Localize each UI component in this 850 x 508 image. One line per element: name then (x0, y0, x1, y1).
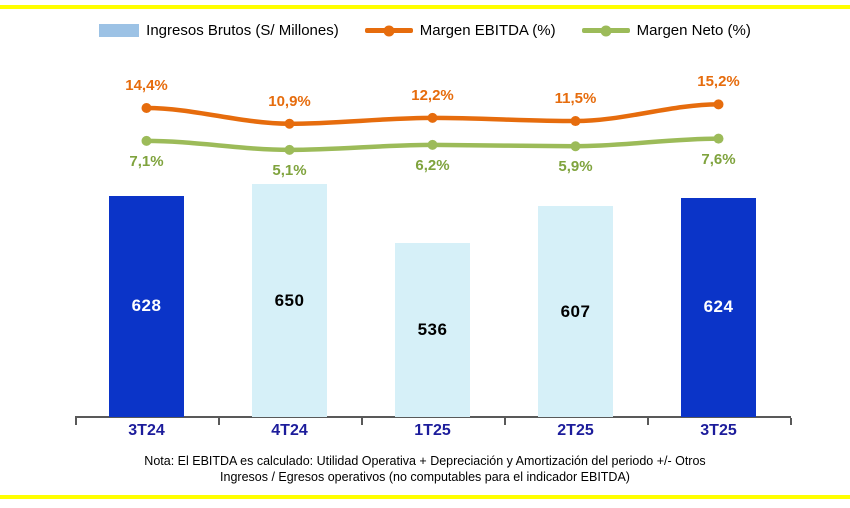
legend-item-margen-ebitda: Margen EBITDA (%) (364, 22, 556, 39)
x-axis-label-1T25: 1T25 (414, 422, 451, 439)
neto-line-icon (581, 25, 630, 36)
neto-point-4T24 (284, 144, 295, 155)
bar-1T25: 536 (395, 243, 470, 417)
x-axis-tick (647, 418, 649, 425)
legend-label-neto: Margen Neto (%) (636, 22, 751, 39)
neto-label-1T25: 6,2% (415, 156, 450, 174)
x-axis-tick (75, 418, 77, 425)
x-axis (75, 416, 791, 418)
neto-point-3T25 (713, 133, 724, 144)
neto-point-1T25 (427, 139, 438, 150)
x-axis-label-2T25: 2T25 (557, 422, 594, 439)
neto-label-4T24: 5,1% (272, 161, 307, 179)
x-axis-tick (790, 418, 792, 425)
x-axis-label-3T24: 3T24 (128, 422, 165, 439)
legend-item-margen-neto: Margen Neto (%) (581, 22, 751, 39)
x-axis-label-4T24: 4T24 (271, 422, 308, 439)
neto-label-2T25: 5,9% (558, 158, 593, 176)
bar-2T25: 607 (538, 206, 613, 417)
bar-3T25: 624 (681, 197, 756, 417)
ebitda-point-3T24 (141, 103, 152, 113)
x-axis-label-3T25: 3T25 (700, 422, 737, 439)
x-axis-tick (504, 418, 506, 425)
footnote: Nota: El EBITDA es calculado: Utilidad O… (0, 453, 850, 485)
ebitda-label-4T24: 10,9% (268, 92, 311, 110)
ebitda-label-3T24: 14,4% (125, 77, 168, 94)
ebitda-point-4T24 (284, 118, 295, 129)
ebitda-point-1T25 (427, 112, 438, 123)
x-axis-tick (218, 418, 220, 425)
legend-label-ebitda: Margen EBITDA (%) (419, 22, 556, 39)
ebitda-line-icon (364, 25, 413, 36)
ebitda-label-2T25: 11,5% (554, 90, 597, 108)
legend: Ingresos Brutos (S/ Millones) Margen EBI… (0, 22, 850, 39)
ebitda-label-1T25: 12,2% (411, 86, 454, 104)
legend-label-ingresos: Ingresos Brutos (S/ Millones) (146, 22, 339, 39)
footnote-line-2: Ingresos / Egresos operativos (no comput… (220, 470, 630, 484)
neto-point-3T24 (141, 135, 152, 146)
ebitda-point-2T25 (570, 116, 581, 127)
legend-item-ingresos-brutos: Ingresos Brutos (S/ Millones) (99, 22, 339, 39)
neto-label-3T24: 7,1% (129, 152, 164, 170)
neto-point-2T25 (570, 141, 581, 152)
footnote-line-1: Nota: El EBITDA es calculado: Utilidad O… (144, 454, 706, 468)
ebitda-point-3T25 (713, 99, 724, 110)
x-axis-tick (361, 418, 363, 425)
top-rule (0, 5, 850, 9)
bar-3T24: 628 (109, 195, 184, 417)
bottom-rule (0, 495, 850, 499)
ebitda-label-3T25: 15,2% (697, 73, 740, 91)
bar-swatch-icon (99, 24, 140, 37)
neto-label-3T25: 7,6% (701, 150, 736, 168)
bar-4T24: 650 (252, 184, 327, 417)
